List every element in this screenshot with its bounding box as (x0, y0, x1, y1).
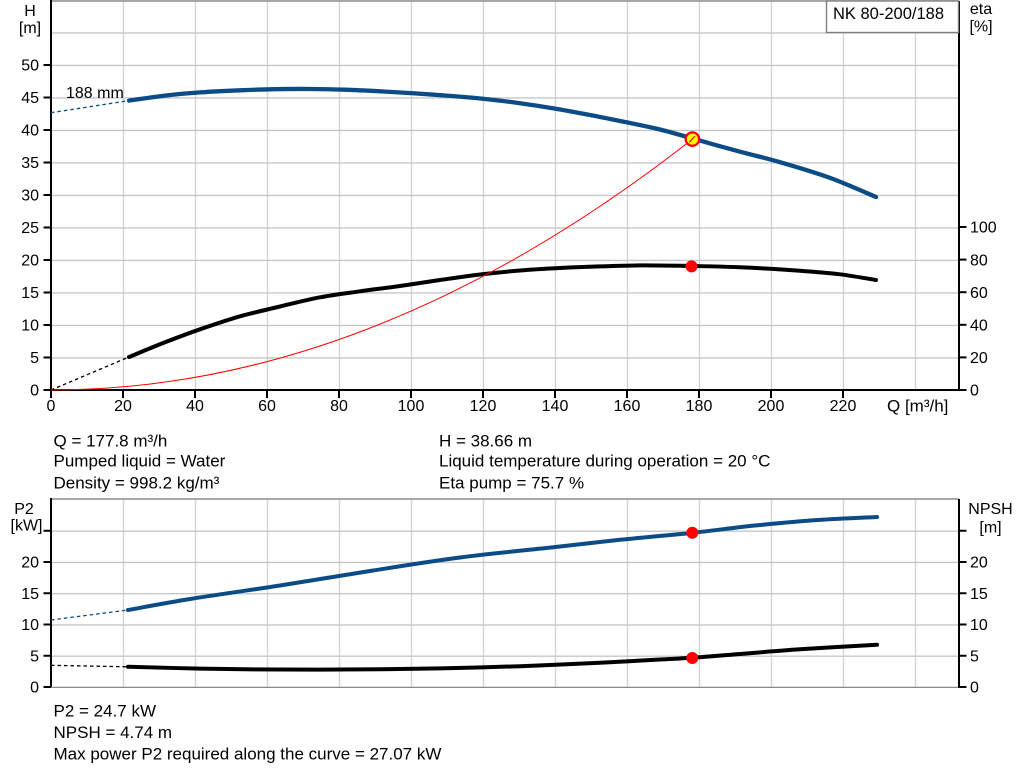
svg-text:5: 5 (30, 648, 39, 665)
svg-text:Density = 998.2 kg/m³: Density = 998.2 kg/m³ (54, 473, 220, 492)
svg-text:P2: P2 (14, 501, 34, 518)
svg-text:35: 35 (21, 155, 39, 172)
svg-text:15: 15 (970, 586, 988, 603)
svg-text:NPSH: NPSH (968, 501, 1012, 518)
svg-text:50: 50 (21, 58, 39, 75)
svg-text:Liquid temperature during oper: Liquid temperature during operation = 20… (439, 452, 770, 471)
svg-text:NK 80-200/188: NK 80-200/188 (833, 5, 944, 23)
svg-text:Pumped liquid = Water: Pumped liquid = Water (54, 452, 226, 471)
svg-text:140: 140 (542, 398, 569, 415)
svg-text:80: 80 (970, 252, 988, 269)
svg-text:20: 20 (970, 350, 988, 367)
svg-text:15: 15 (21, 285, 39, 302)
svg-text:[kW]: [kW] (11, 518, 43, 535)
svg-text:220: 220 (830, 398, 857, 415)
svg-text:Q = 177.8 m³/h: Q = 177.8 m³/h (54, 431, 168, 450)
svg-text:40: 40 (21, 123, 39, 140)
svg-text:H = 38.66 m: H = 38.66 m (439, 431, 532, 450)
svg-text:Max power P2 required along th: Max power P2 required along the curve = … (54, 744, 442, 763)
svg-text:80: 80 (330, 398, 348, 415)
svg-text:15: 15 (21, 586, 39, 603)
svg-text:0: 0 (30, 680, 39, 697)
svg-text:NPSH = 4.74 m: NPSH = 4.74 m (54, 723, 173, 742)
svg-text:eta: eta (970, 1, 992, 18)
svg-text:20: 20 (970, 555, 988, 572)
svg-text:20: 20 (114, 398, 132, 415)
svg-text:40: 40 (970, 318, 988, 335)
svg-text:10: 10 (970, 617, 988, 634)
svg-text:40: 40 (186, 398, 204, 415)
svg-text:H: H (24, 3, 36, 20)
svg-text:100: 100 (970, 220, 997, 237)
svg-text:10: 10 (21, 318, 39, 335)
svg-text:180: 180 (686, 398, 713, 415)
svg-text:0: 0 (30, 383, 39, 400)
svg-text:0: 0 (970, 680, 979, 697)
svg-text:5: 5 (970, 648, 979, 665)
svg-text:160: 160 (614, 398, 641, 415)
svg-text:45: 45 (21, 90, 39, 107)
svg-text:60: 60 (970, 285, 988, 302)
svg-text:P2 = 24.7 kW: P2 = 24.7 kW (54, 701, 157, 720)
svg-text:60: 60 (258, 398, 276, 415)
svg-text:200: 200 (758, 398, 785, 415)
svg-text:[%]: [%] (969, 19, 992, 36)
svg-text:5: 5 (30, 350, 39, 367)
svg-text:20: 20 (21, 555, 39, 572)
svg-text:[m]: [m] (979, 520, 1001, 537)
svg-text:Q [m³/h]: Q [m³/h] (887, 397, 948, 416)
svg-text:0: 0 (47, 398, 56, 415)
svg-text:188 mm: 188 mm (66, 85, 124, 102)
svg-text:20: 20 (21, 253, 39, 270)
svg-text:[m]: [m] (19, 20, 41, 37)
svg-text:Eta pump = 75.7 %: Eta pump = 75.7 % (439, 473, 584, 492)
svg-text:100: 100 (398, 398, 425, 415)
svg-text:10: 10 (21, 617, 39, 634)
svg-text:30: 30 (21, 188, 39, 205)
svg-text:0: 0 (970, 383, 979, 400)
svg-text:120: 120 (470, 398, 497, 415)
svg-text:25: 25 (21, 220, 39, 237)
